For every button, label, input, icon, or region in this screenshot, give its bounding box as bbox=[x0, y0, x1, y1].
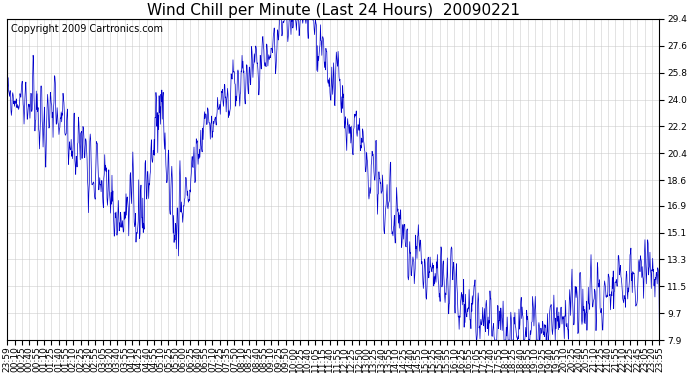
Text: Copyright 2009 Cartronics.com: Copyright 2009 Cartronics.com bbox=[10, 24, 163, 34]
Title: Wind Chill per Minute (Last 24 Hours)  20090221: Wind Chill per Minute (Last 24 Hours) 20… bbox=[147, 3, 520, 18]
